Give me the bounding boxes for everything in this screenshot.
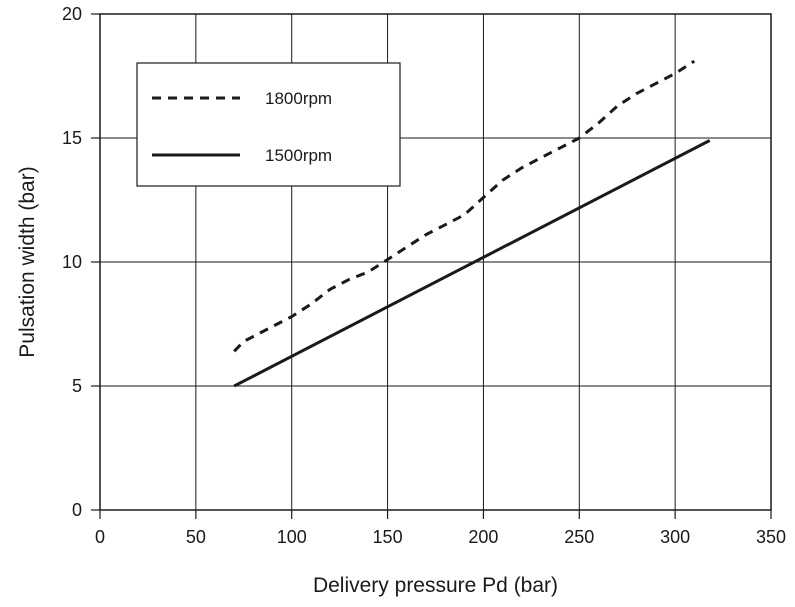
legend-box [136,62,401,187]
y-tick-label: 20 [62,4,82,24]
x-tick-label: 150 [373,527,403,547]
series-line-1800rpm [233,59,696,353]
series-line-1500rpm [233,139,711,388]
plot-series [233,59,711,388]
x-tick-label: 100 [277,527,307,547]
y-tick-label: 0 [72,500,82,520]
legend-label-1500rpm: 1500rpm [265,146,332,165]
axis-ticks: 0 50 100 150 200 250 300 350 0 5 10 15 20 [62,4,786,547]
x-tick-label: 300 [660,527,690,547]
x-tick-label: 50 [186,527,206,547]
x-tick-label: 250 [564,527,594,547]
y-tick-label: 5 [72,376,82,396]
x-axis-title: Delivery pressure Pd (bar) [313,574,558,597]
x-tick-label: 0 [95,527,105,547]
x-tick-label: 200 [468,527,498,547]
legend: 1800rpm 1500rpm [136,62,401,187]
x-tick-label: 350 [756,527,786,547]
y-tick-label: 15 [62,128,82,148]
y-axis-title: Pulsation width (bar) [16,166,39,357]
y-tick-label: 10 [62,252,82,272]
legend-label-1800rpm: 1800rpm [265,89,332,108]
